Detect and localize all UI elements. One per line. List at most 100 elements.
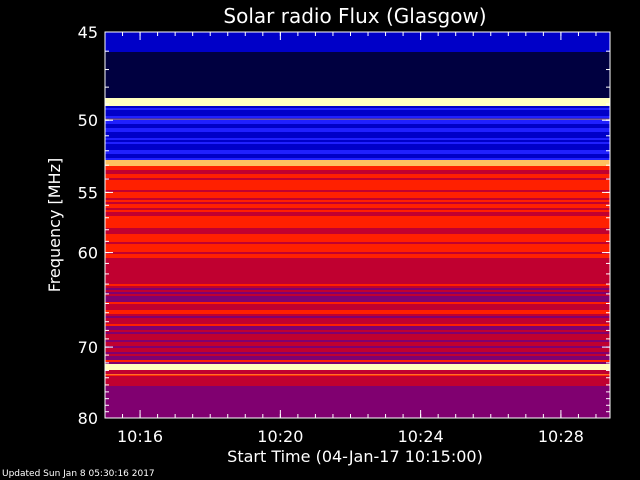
heatmap-row: [105, 414, 610, 416]
heatmap-row: [105, 88, 610, 90]
heatmap-row: [105, 70, 610, 72]
heatmap-row: [105, 130, 610, 132]
heatmap-row: [105, 174, 610, 176]
heatmap-row: [105, 158, 610, 160]
heatmap-row: [105, 318, 610, 320]
heatmap-row: [105, 54, 610, 56]
heatmap-row: [105, 154, 610, 156]
heatmap-row: [105, 290, 610, 292]
heatmap-row: [105, 62, 610, 64]
updated-timestamp: Updated Sun Jan 8 05:30:16 2017: [2, 469, 155, 479]
y-tick-label: 55: [78, 183, 98, 202]
heatmap-row: [105, 92, 610, 94]
heatmap-row: [105, 56, 610, 58]
heatmap-row: [105, 360, 610, 362]
heatmap-row: [105, 102, 610, 104]
heatmap-row: [105, 66, 610, 68]
heatmap-row: [105, 384, 610, 386]
heatmap-row: [105, 96, 610, 98]
heatmap-row: [105, 194, 610, 196]
heatmap-row: [105, 236, 610, 238]
heatmap-row: [105, 224, 610, 226]
heatmap-row: [105, 234, 610, 236]
heatmap-row: [105, 326, 610, 328]
heatmap-row: [105, 128, 610, 130]
heatmap-row: [105, 44, 610, 46]
heatmap-row: [105, 372, 610, 374]
heatmap-row: [105, 42, 610, 44]
chart-title: Solar radio Flux (Glasgow): [223, 4, 486, 28]
heatmap-row: [105, 352, 610, 354]
heatmap-row: [105, 330, 610, 332]
heatmap-row: [105, 280, 610, 282]
heatmap-row: [105, 192, 610, 194]
heatmap-row: [105, 60, 610, 62]
heatmap-row: [105, 98, 610, 100]
heatmap-row: [105, 126, 610, 128]
heatmap-row: [105, 274, 610, 276]
y-tick-label: 60: [78, 244, 98, 263]
heatmap-row: [105, 362, 610, 364]
heatmap-row: [105, 328, 610, 330]
heatmap-row: [105, 208, 610, 210]
heatmap-row: [105, 32, 610, 34]
heatmap-row: [105, 138, 610, 140]
heatmap-row: [105, 394, 610, 396]
heatmap-row: [105, 338, 610, 340]
heatmap-row: [105, 108, 610, 110]
heatmap-row: [105, 188, 610, 190]
heatmap-row: [105, 202, 610, 204]
heatmap-row: [105, 354, 610, 356]
heatmap-row: [105, 268, 610, 270]
heatmap-row: [105, 216, 610, 218]
heatmap-row: [105, 392, 610, 394]
heatmap-row: [105, 292, 610, 294]
heatmap-row: [105, 218, 610, 220]
heatmap-row: [105, 252, 610, 254]
heatmap-row: [105, 364, 610, 366]
heatmap-row: [105, 406, 610, 408]
spectrogram-heatmap: [105, 32, 610, 418]
heatmap-row: [105, 180, 610, 182]
heatmap-row: [105, 124, 610, 126]
y-tick-label: 80: [78, 409, 98, 428]
heatmap-row: [105, 288, 610, 290]
heatmap-row: [105, 390, 610, 392]
x-tick-label: 10:16: [117, 427, 163, 446]
heatmap-row: [105, 248, 610, 250]
heatmap-row: [105, 344, 610, 346]
heatmap-row: [105, 204, 610, 206]
heatmap-row: [105, 142, 610, 144]
heatmap-row: [105, 250, 610, 252]
heatmap-row: [105, 226, 610, 228]
heatmap-row: [105, 112, 610, 114]
y-axis: 45 50 55 60 70 80: [78, 23, 610, 428]
heatmap-row: [105, 242, 610, 244]
y-tick-label: 45: [78, 23, 98, 42]
heatmap-row: [105, 38, 610, 40]
heatmap-row: [105, 278, 610, 280]
x-tick-label: 10:24: [398, 427, 444, 446]
heatmap-row: [105, 94, 610, 96]
heatmap-row: [105, 64, 610, 66]
heatmap-row: [105, 254, 610, 256]
heatmap-row: [105, 386, 610, 388]
heatmap-row: [105, 48, 610, 50]
x-tick-label: 10:20: [257, 427, 303, 446]
heatmap-row: [105, 182, 610, 184]
heatmap-row: [105, 90, 610, 92]
heatmap-row: [105, 220, 610, 222]
heatmap-row: [105, 160, 610, 162]
heatmap-row: [105, 416, 610, 418]
heatmap-row: [105, 58, 610, 60]
heatmap-row: [105, 258, 610, 260]
heatmap-row: [105, 298, 610, 300]
heatmap-row: [105, 304, 610, 306]
y-tick-label: 50: [78, 111, 98, 130]
x-axis-label: Start Time (04-Jan-17 10:15:00): [227, 447, 483, 466]
heatmap-row: [105, 376, 610, 378]
heatmap-row: [105, 198, 610, 200]
heatmap-row: [105, 166, 610, 168]
heatmap-row: [105, 186, 610, 188]
